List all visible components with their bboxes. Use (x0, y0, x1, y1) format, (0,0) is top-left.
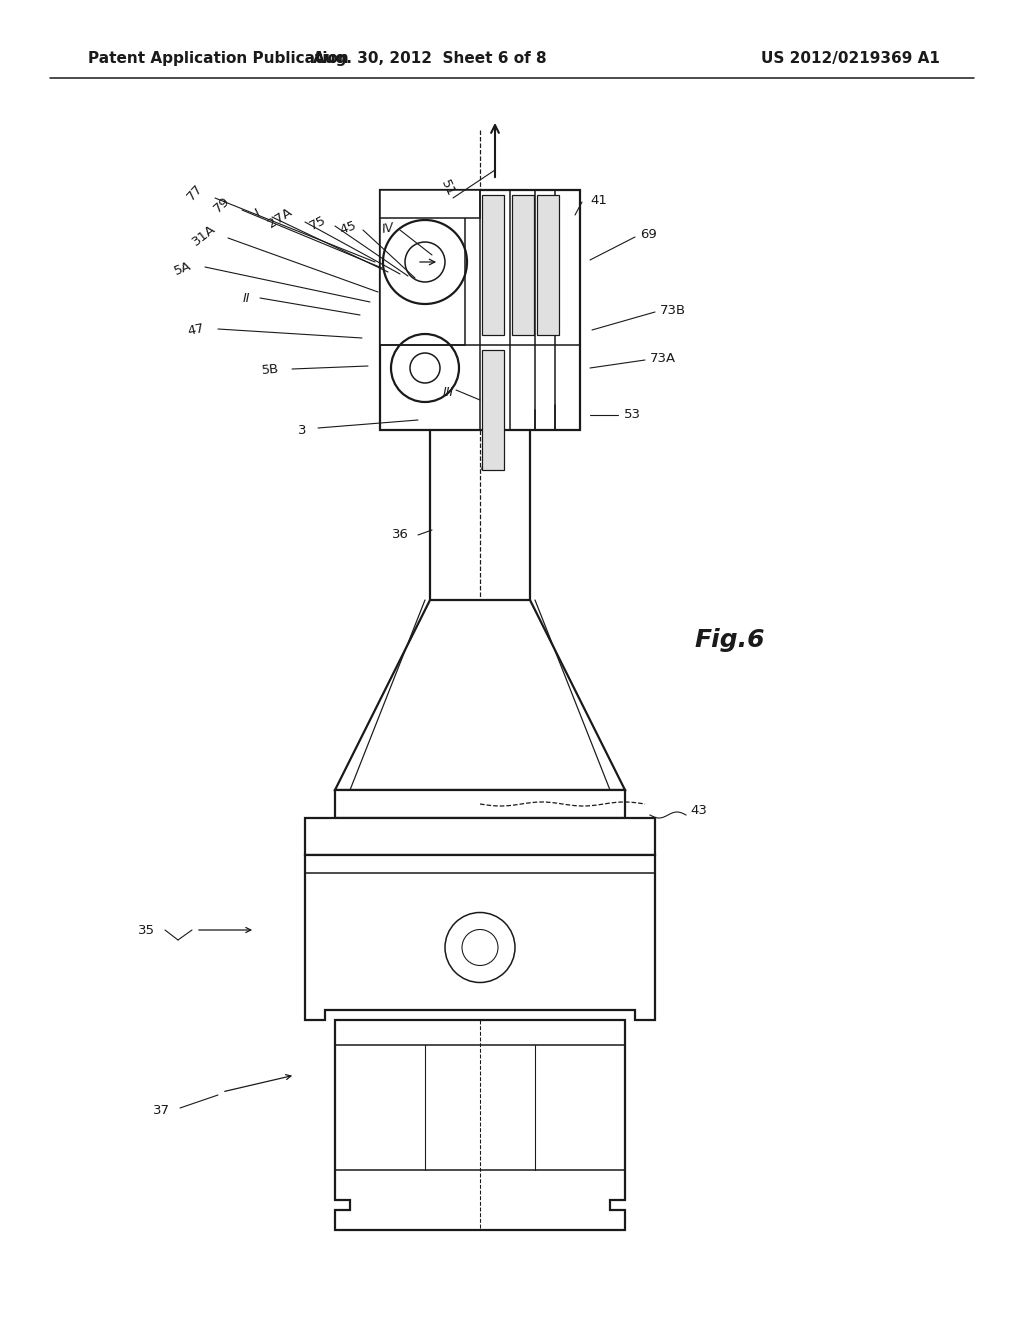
Text: 35: 35 (138, 924, 155, 936)
Text: 45: 45 (338, 219, 358, 238)
Text: IV: IV (381, 220, 395, 235)
Text: 47: 47 (186, 322, 206, 338)
Bar (380, 190, 465, 345)
Text: 31A: 31A (189, 222, 218, 248)
Bar (380, 190, 480, 218)
Text: Patent Application Publication: Patent Application Publication (88, 50, 349, 66)
Bar (305, 818, 655, 855)
Bar (512, 195, 534, 335)
Bar (482, 195, 504, 335)
Text: 5B: 5B (261, 363, 280, 378)
Text: 36: 36 (391, 528, 409, 541)
Bar (335, 789, 625, 818)
Text: 37: 37 (153, 1104, 170, 1117)
Bar (482, 350, 504, 470)
Text: 75: 75 (307, 214, 329, 232)
Text: 69: 69 (640, 228, 656, 242)
Text: 41: 41 (590, 194, 607, 206)
Polygon shape (335, 1020, 625, 1230)
Text: 73B: 73B (660, 304, 686, 317)
Text: Aug. 30, 2012  Sheet 6 of 8: Aug. 30, 2012 Sheet 6 of 8 (313, 50, 547, 66)
Bar (380, 190, 580, 430)
Bar (537, 195, 559, 335)
Text: II: II (243, 292, 250, 305)
Text: 77: 77 (184, 181, 206, 203)
Text: 51: 51 (438, 178, 458, 198)
Text: 73A: 73A (650, 351, 676, 364)
Polygon shape (335, 601, 625, 789)
Polygon shape (305, 855, 655, 1020)
Text: 79: 79 (211, 194, 232, 215)
Text: 53: 53 (624, 408, 641, 421)
Text: Fig.6: Fig.6 (694, 628, 765, 652)
Text: I: I (253, 207, 263, 219)
Text: 3: 3 (298, 424, 306, 437)
Text: 43: 43 (690, 804, 707, 817)
Text: 27A: 27A (265, 206, 295, 231)
Text: US 2012/0219369 A1: US 2012/0219369 A1 (761, 50, 940, 66)
Text: 5A: 5A (172, 259, 194, 277)
Text: III: III (442, 385, 454, 399)
